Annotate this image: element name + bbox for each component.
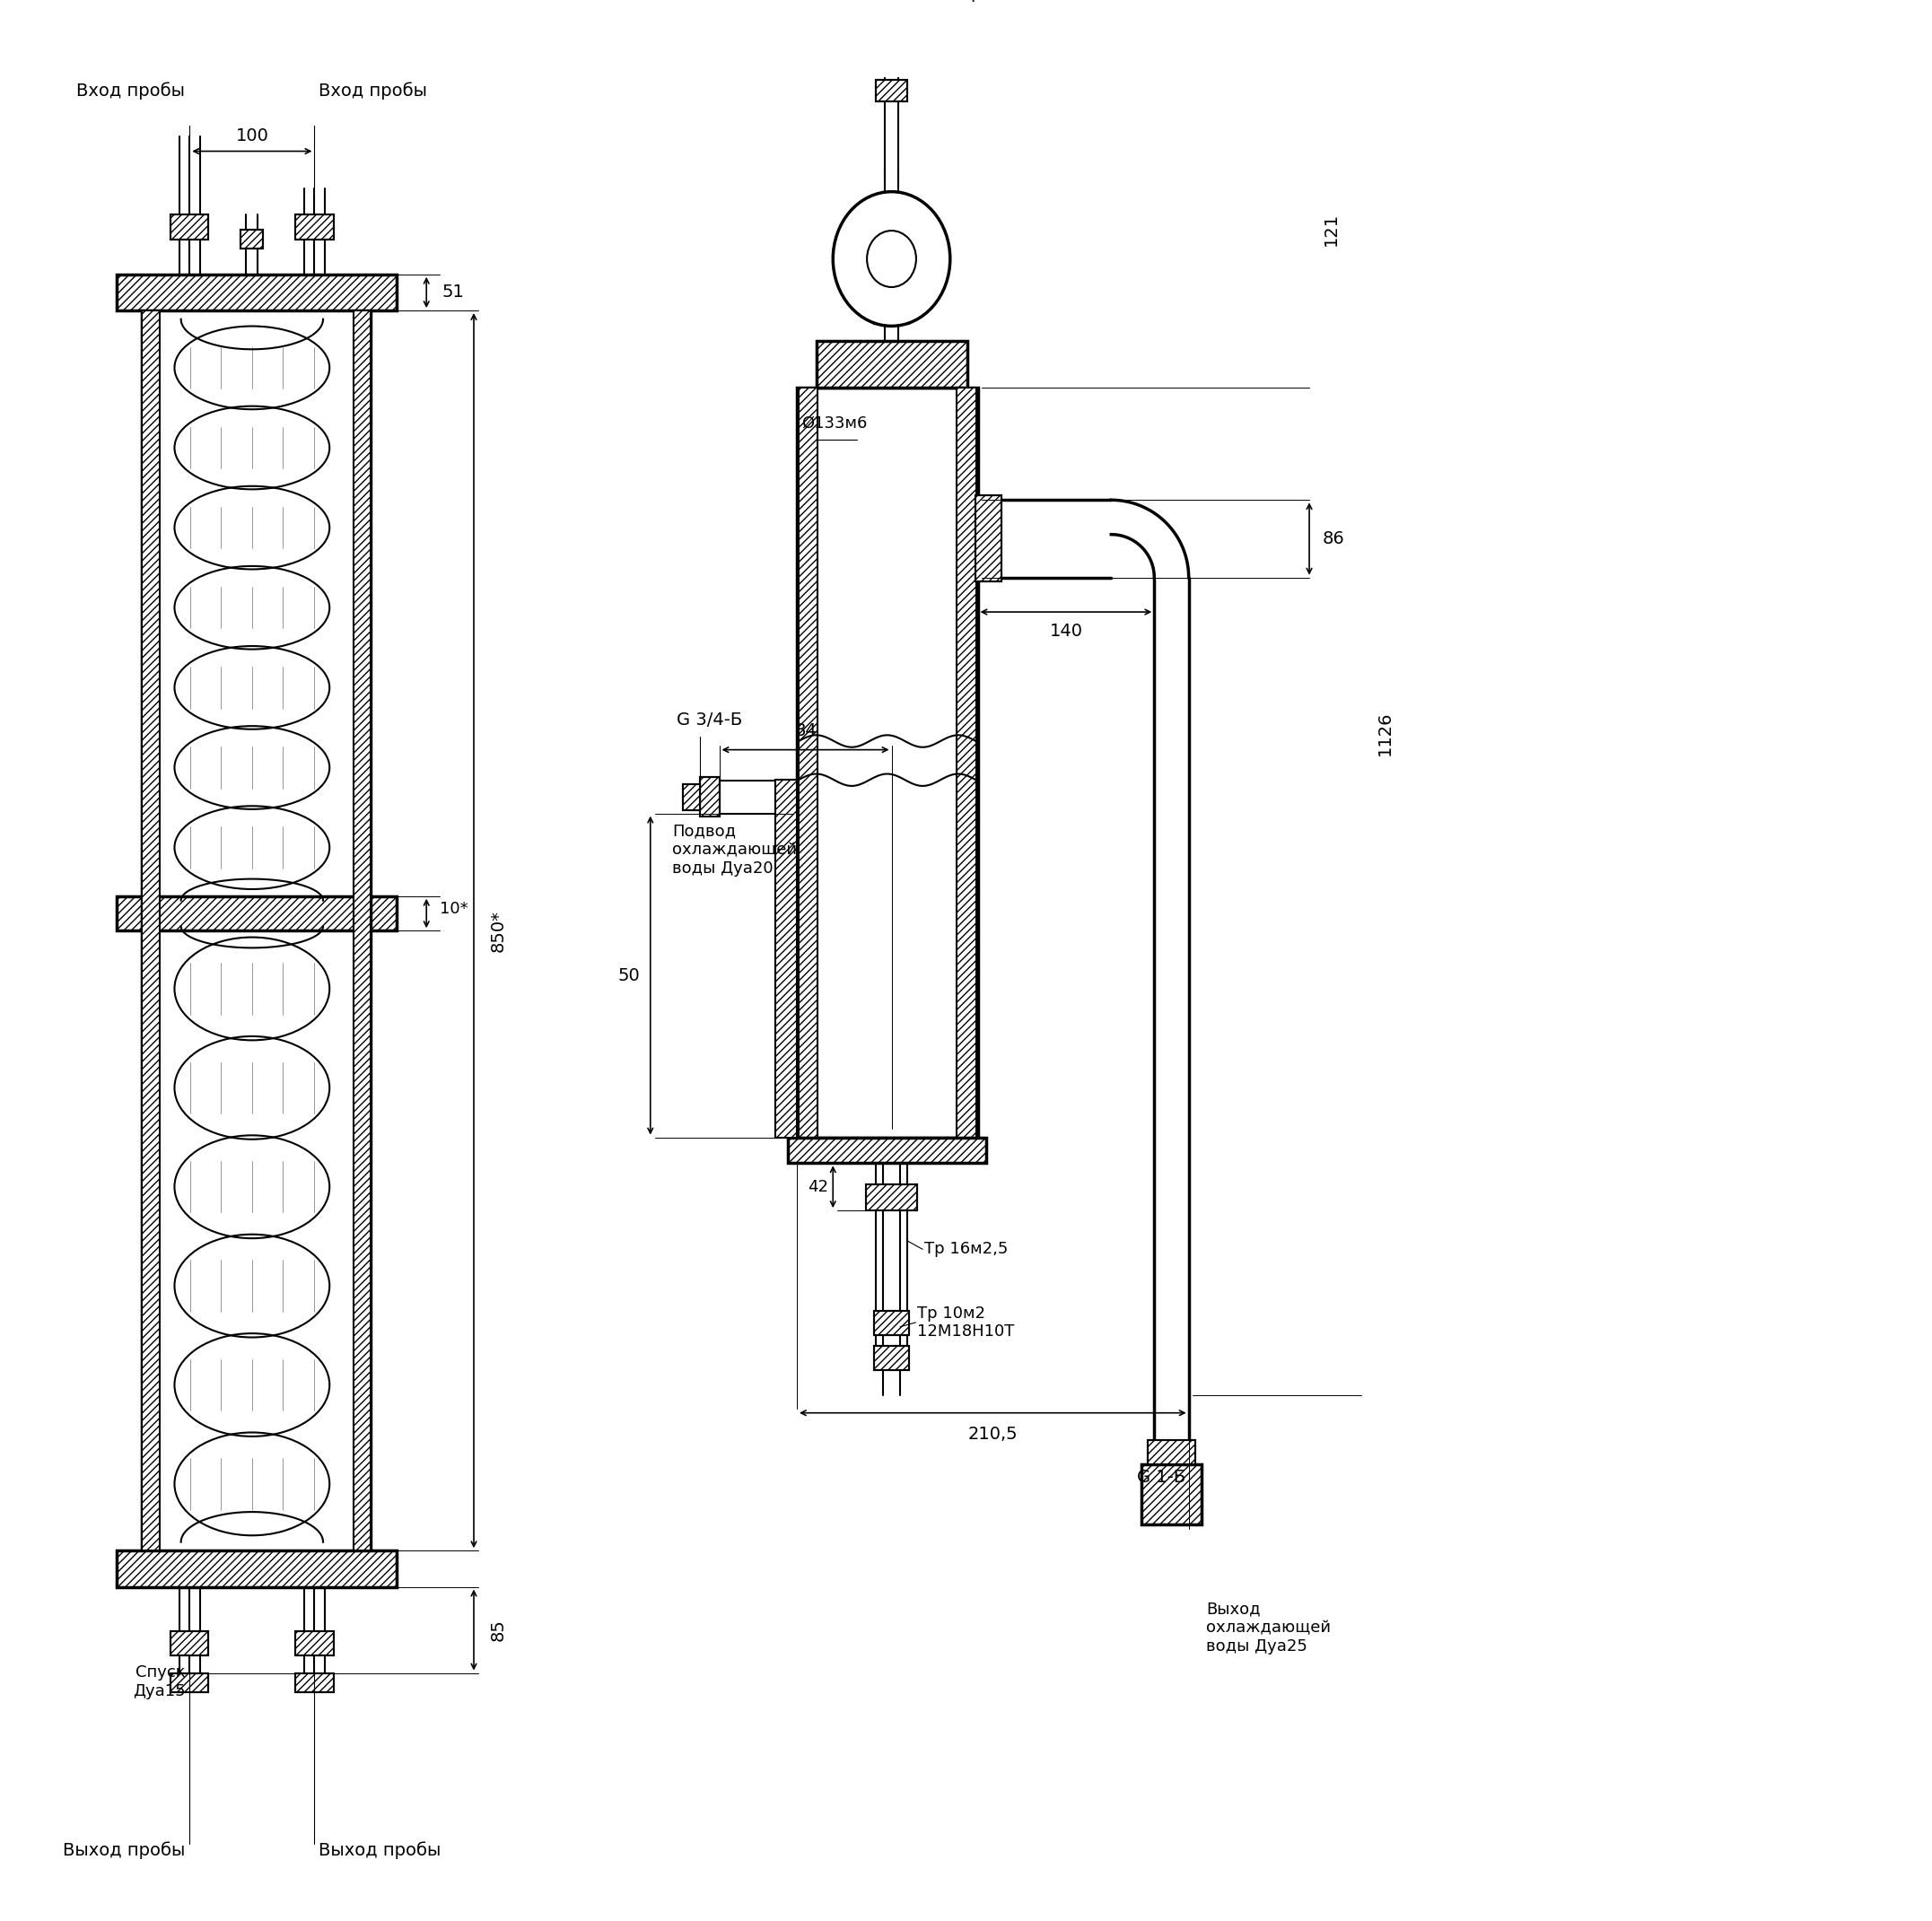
Bar <box>1148 1441 1196 1464</box>
Bar <box>296 1673 334 1692</box>
Text: Тр 16м2,5: Тр 16м2,5 <box>960 0 1051 2</box>
Bar <box>240 231 263 248</box>
Bar <box>296 1673 334 1692</box>
Bar <box>775 780 796 1137</box>
Bar <box>170 213 209 240</box>
Text: Тр 16м2,5: Тр 16м2,5 <box>923 1241 1009 1258</box>
Bar <box>817 340 968 388</box>
Text: Подвод
охлаждающей
воды Дуа20: Подвод охлаждающей воды Дуа20 <box>672 822 796 876</box>
Bar <box>296 213 334 240</box>
Bar <box>875 1347 908 1370</box>
Bar <box>296 1631 334 1656</box>
Bar <box>788 1137 985 1162</box>
Bar <box>976 496 1003 582</box>
Text: 850*: 850* <box>489 909 506 951</box>
Text: Вход пробы: Вход пробы <box>77 83 185 100</box>
Text: Выход
охлаждающей
воды Дуа25: Выход охлаждающей воды Дуа25 <box>1206 1602 1331 1654</box>
Text: Выход пробы: Выход пробы <box>64 1842 185 1860</box>
Bar <box>817 340 968 388</box>
Bar <box>296 213 334 240</box>
Bar <box>788 1137 985 1162</box>
Text: 100: 100 <box>236 127 269 144</box>
Text: 51: 51 <box>442 284 464 302</box>
Text: 85: 85 <box>489 1619 506 1641</box>
Bar <box>699 778 719 816</box>
Text: 10*: 10* <box>439 901 468 916</box>
Text: Выход пробы: Выход пробы <box>319 1842 440 1860</box>
Bar <box>296 1631 334 1656</box>
Bar <box>976 496 1003 582</box>
Bar <box>116 1550 396 1587</box>
Bar <box>1142 1464 1202 1525</box>
Text: 42: 42 <box>808 1179 829 1195</box>
Bar <box>354 311 371 1550</box>
Bar <box>875 300 908 323</box>
Text: 50: 50 <box>618 966 639 984</box>
Bar <box>143 311 160 1550</box>
Bar <box>116 275 396 311</box>
Ellipse shape <box>867 231 916 286</box>
Text: 1126: 1126 <box>1376 711 1393 755</box>
Text: G 1-Б: G 1-Б <box>1138 1470 1186 1487</box>
Text: Вход пробы: Вход пробы <box>319 83 427 100</box>
Bar <box>170 213 209 240</box>
Bar <box>240 231 263 248</box>
Text: 121: 121 <box>1321 213 1339 246</box>
Bar <box>1148 1441 1196 1464</box>
Bar <box>875 1312 908 1335</box>
Bar <box>796 388 978 1137</box>
Text: Ø133м6: Ø133м6 <box>802 415 867 430</box>
Text: 210,5: 210,5 <box>968 1425 1018 1443</box>
Bar <box>684 784 699 811</box>
Text: 140: 140 <box>1049 622 1082 640</box>
Bar <box>956 388 976 1137</box>
Text: Спуск
Дуа15: Спуск Дуа15 <box>133 1664 185 1698</box>
Bar <box>875 300 908 323</box>
Bar <box>684 784 699 811</box>
Text: 84: 84 <box>794 722 817 740</box>
Bar <box>116 897 396 930</box>
Bar <box>875 1312 908 1335</box>
Bar <box>116 1550 396 1587</box>
Bar <box>866 1185 918 1210</box>
Ellipse shape <box>833 192 951 327</box>
Bar <box>719 780 796 813</box>
Text: 86: 86 <box>1321 530 1345 547</box>
Bar <box>875 1347 908 1370</box>
Bar <box>798 388 817 1137</box>
Bar <box>170 1673 209 1692</box>
Bar <box>699 778 719 816</box>
Text: G 3/4-Б: G 3/4-Б <box>676 711 742 728</box>
Bar <box>170 1673 209 1692</box>
Bar <box>866 1185 918 1210</box>
Bar <box>1142 1464 1202 1525</box>
Bar <box>875 81 906 102</box>
Bar <box>170 1631 209 1656</box>
Text: Тр 10м2
12М18Н10Т: Тр 10м2 12М18Н10Т <box>918 1304 1014 1339</box>
Bar <box>116 897 396 930</box>
Bar <box>875 81 906 102</box>
Bar <box>775 780 796 1137</box>
Bar <box>116 275 396 311</box>
Bar <box>170 1631 209 1656</box>
